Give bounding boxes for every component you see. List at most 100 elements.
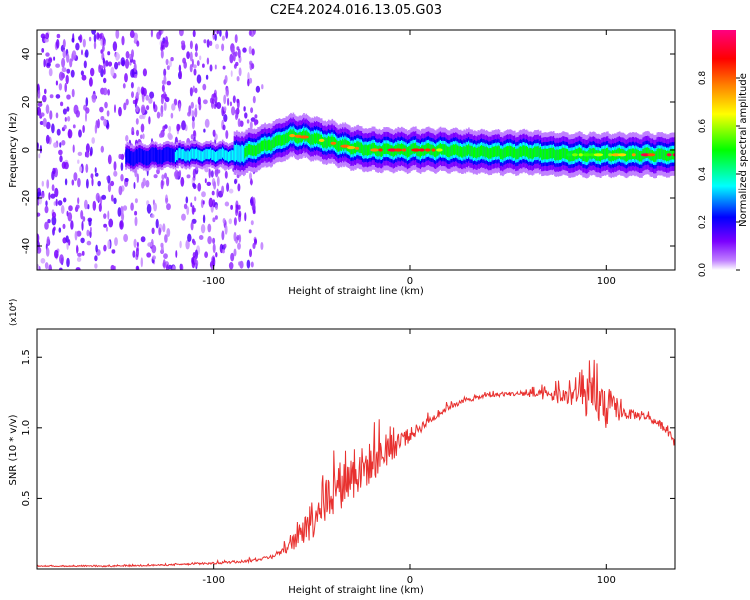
ridge-segment — [648, 148, 650, 159]
noise-blob — [255, 85, 261, 93]
ridge-segment — [252, 145, 255, 157]
noise-blob — [178, 64, 182, 73]
noise-blob — [196, 74, 202, 84]
streak-blob — [192, 182, 196, 188]
noise-blob — [81, 49, 83, 56]
ridge-segment — [585, 151, 588, 163]
streak-blob — [161, 40, 164, 50]
ridge-segment — [545, 148, 548, 160]
noise-blob — [102, 57, 105, 64]
streak-blob — [135, 91, 139, 99]
noise-blob — [122, 205, 128, 211]
noise-blob — [84, 199, 88, 210]
ridge-segment — [569, 151, 571, 162]
ridge-segment — [178, 148, 180, 159]
ridge-segment — [491, 146, 494, 158]
ridge-segment — [459, 146, 462, 157]
ridge-peak — [370, 148, 379, 152]
ridge-peak — [582, 153, 591, 157]
ridge-segment — [201, 151, 204, 162]
ridge-segment — [145, 151, 147, 166]
ridge-segment — [369, 144, 371, 155]
ridge-segment — [259, 142, 262, 153]
ridge-segment — [406, 147, 409, 158]
ridge-segment — [220, 149, 223, 160]
ridge-segment — [318, 133, 321, 145]
noise-blob — [153, 174, 158, 179]
noise-blob — [100, 67, 104, 78]
ridge-segment — [658, 148, 661, 160]
ridge-peak — [566, 153, 572, 157]
ridge-segment — [165, 147, 167, 162]
ridge-segment — [151, 147, 153, 162]
ridge-segment — [592, 147, 595, 159]
noise-blob — [59, 142, 62, 148]
streak-blob — [165, 197, 169, 203]
noise-blob — [120, 212, 125, 221]
noise-blob — [86, 240, 92, 246]
ridge-segment — [140, 148, 143, 164]
ridge-segment — [207, 149, 210, 160]
ridge-segment — [170, 148, 172, 163]
noise-blob — [198, 235, 204, 240]
ridge-segment — [262, 140, 264, 152]
streak-blob — [222, 65, 226, 70]
ridge-segment — [636, 149, 639, 161]
noise-blob — [46, 62, 51, 67]
noise-blob — [125, 98, 129, 106]
streak-blob — [235, 113, 238, 120]
ridge-segment — [464, 146, 467, 158]
ridge-segment — [191, 148, 193, 159]
streak-blob — [222, 218, 226, 224]
ridge-segment — [187, 150, 190, 161]
noise-blob — [205, 74, 209, 80]
noise-blob — [140, 134, 143, 140]
ridge-segment — [419, 147, 422, 158]
ridge-segment — [194, 149, 197, 160]
noise-blob — [37, 106, 42, 116]
streak-blob — [248, 229, 252, 234]
noise-blob — [166, 203, 171, 211]
noise-blob — [142, 68, 147, 77]
streak-blob — [223, 94, 227, 105]
noise-blob — [203, 128, 206, 133]
ridge-peak — [578, 153, 583, 157]
colorbar-tick-label: 0.2 — [698, 215, 708, 229]
y-tick-label: 0 — [21, 147, 32, 153]
ridge-segment — [193, 149, 196, 160]
noise-blob — [185, 196, 189, 204]
ridge-segment — [543, 148, 546, 160]
snr-frame — [36, 328, 676, 570]
streak-blob — [191, 119, 195, 130]
ridge-segment — [415, 142, 417, 154]
streak-blob — [212, 217, 216, 223]
noise-blob — [55, 63, 60, 68]
ridge-segment — [505, 146, 508, 157]
ridge-segment — [133, 151, 136, 166]
ridge-segment — [363, 145, 365, 156]
ridge-segment — [523, 145, 526, 156]
noise-blob — [37, 233, 40, 243]
noise-blob — [110, 180, 115, 187]
ridge-segment — [551, 148, 554, 159]
ridge-segment — [481, 145, 483, 156]
noise-blob — [76, 244, 79, 254]
noise-blob — [90, 67, 95, 77]
streak-blob — [234, 34, 238, 44]
ridge-segment — [368, 144, 370, 156]
noise-blob — [44, 88, 47, 95]
noise-blob — [110, 66, 115, 77]
ridge-segment — [557, 149, 560, 161]
noise-blob — [94, 167, 97, 174]
streak-blob — [134, 216, 138, 227]
noise-blob — [91, 93, 97, 103]
colorbar-ticks: 0.0 0.2 0.4 0.6 0.8 — [698, 71, 740, 277]
noise-blob — [80, 210, 84, 220]
noise-blob — [105, 60, 109, 67]
ridge-segment — [640, 150, 642, 162]
ridge-segment — [213, 151, 216, 162]
noise-blob — [192, 30, 196, 38]
noise-blob — [61, 57, 66, 68]
noise-blob — [71, 37, 75, 43]
ridge-segment — [324, 136, 326, 148]
